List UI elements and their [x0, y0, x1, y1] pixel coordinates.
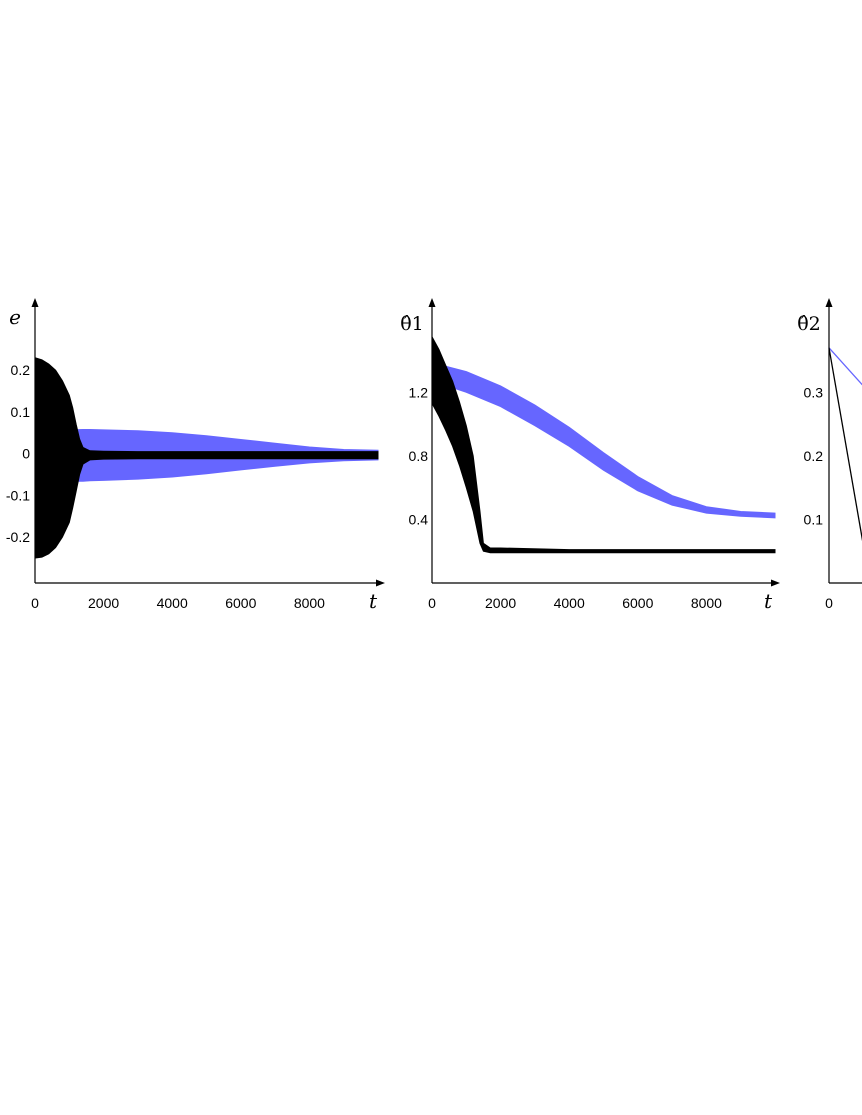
- x-tick-label: 2000: [88, 595, 119, 611]
- y-tick-label: -0.2: [6, 529, 30, 545]
- x-axis-arrow: [376, 579, 385, 587]
- y-tick-label: 0.3: [804, 384, 824, 400]
- y-axis-label: θ̂1: [400, 313, 424, 335]
- chart-panel-theta2: 0 0.3 0.2 0.1 θ̂2: [797, 298, 862, 611]
- series-black-line: [828, 347, 862, 542]
- y-tick-label: 0: [22, 446, 30, 462]
- y-tick-label: 0.4: [409, 511, 429, 527]
- x-tick-label: 6000: [225, 595, 256, 611]
- x-tick-label: 0: [428, 595, 436, 611]
- y-tick-label: 0.2: [11, 362, 31, 378]
- x-tick-label: 4000: [554, 595, 585, 611]
- x-axis-label: t: [369, 589, 378, 613]
- panel-theta2-axes: 0 0.3 0.2 0.1 θ̂2: [797, 298, 862, 611]
- series-blue-band: [441, 364, 776, 519]
- x-tick-label: 8000: [691, 595, 722, 611]
- y-axis-arrow: [31, 298, 39, 307]
- x-tick-label: 0: [825, 595, 833, 611]
- x-tick-label: 4000: [157, 595, 188, 611]
- panel-theta1-plot: [431, 336, 776, 554]
- y-tick-label: 0.1: [11, 404, 31, 420]
- panel-e-plot: [34, 357, 379, 559]
- x-tick-label: 6000: [622, 595, 653, 611]
- x-axis-label: t: [764, 589, 773, 613]
- x-axis-arrow: [771, 579, 780, 587]
- series-black-band: [34, 357, 379, 559]
- y-tick-label: -0.1: [6, 487, 30, 503]
- x-tick-label: 0: [31, 595, 39, 611]
- y-tick-label: 0.8: [409, 448, 429, 464]
- chart-panel-e: 0 2000 4000 6000 8000 0.2 0.1 0 -0.1 -0.2 t e: [6, 298, 385, 613]
- panel-e-axes: 0 2000 4000 6000 8000 0.2 0.1 0 -0.1 -0.2 t e: [6, 298, 385, 613]
- y-tick-label: 0.2: [804, 448, 824, 464]
- series-black-band: [431, 336, 776, 554]
- y-axis-arrow: [428, 298, 436, 307]
- x-tick-label: 2000: [485, 595, 516, 611]
- panel-theta2-plot: [828, 347, 862, 542]
- series-blue-line: [828, 347, 862, 386]
- x-tick-label: 8000: [294, 595, 325, 611]
- y-axis-label: e: [9, 305, 21, 329]
- y-tick-label: 0.1: [804, 511, 824, 527]
- y-tick-label: 1.2: [409, 384, 429, 400]
- y-axis-label: θ̂2: [797, 313, 821, 335]
- panel-theta1-axes: 0 2000 4000 6000 8000 1.2 0.8 0.4 t θ̂1: [400, 298, 780, 613]
- y-axis-arrow: [825, 298, 833, 307]
- chart-panel-theta1: 0 2000 4000 6000 8000 1.2 0.8 0.4 t θ̂1: [400, 298, 780, 613]
